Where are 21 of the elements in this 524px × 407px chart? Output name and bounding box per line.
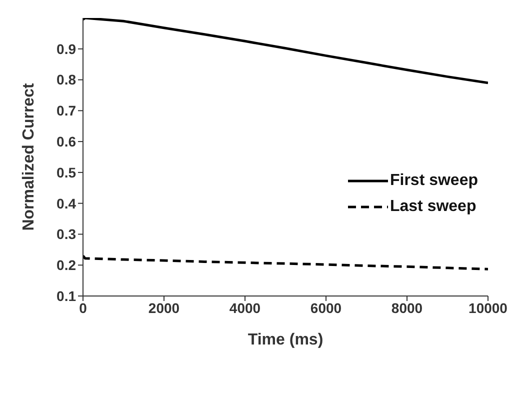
x-tick-label: 2000 (148, 300, 180, 316)
x-tick-label: 8000 (391, 300, 423, 316)
y-tick-label: 0.7 (56, 102, 76, 119)
line-series (83, 18, 488, 84)
x-tick-label: 10000 (468, 300, 508, 316)
x-tick-label: 0 (79, 300, 88, 316)
y-tick-label: 0.8 (56, 72, 76, 88)
legend-label: Last sweep (390, 197, 476, 217)
y-tick-label: 0.3 (56, 226, 76, 242)
x-axis-title: Time (ms) (248, 331, 324, 348)
y-tick-label: 0.1 (56, 288, 76, 304)
line-series (83, 254, 488, 270)
y-tick-label: 0.5 (56, 164, 76, 180)
y-tick-label: 0.2 (56, 257, 76, 274)
x-tick-label: 4000 (229, 300, 261, 316)
legend-label: First sweep (390, 171, 478, 191)
y-axis-title: Normalized Currect (20, 82, 38, 231)
y-tick-label: 0.9 (56, 40, 76, 57)
y-tick-label: 0.6 (56, 134, 76, 150)
x-tick-label: 6000 (310, 300, 342, 316)
y-tick-label: 0.4 (56, 195, 76, 212)
